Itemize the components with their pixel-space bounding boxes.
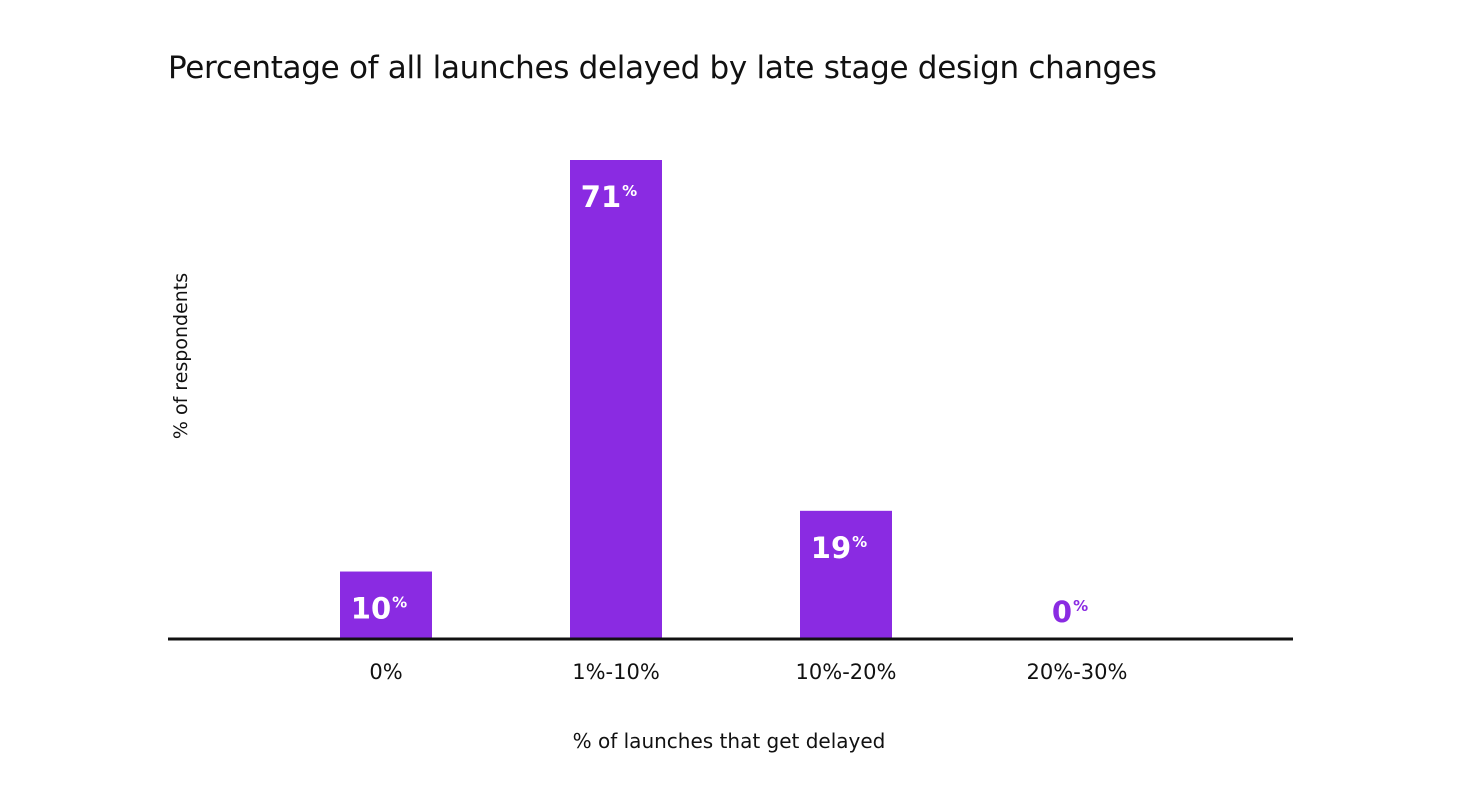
- bar-2: [800, 510, 892, 639]
- chart-title: Percentage of all launches delayed by la…: [168, 50, 1157, 86]
- x-tick-label-1: 1%-10%: [572, 660, 660, 684]
- bar-1: [570, 160, 662, 639]
- data-label-0: 10%: [351, 592, 407, 626]
- x-tick-label-3: 20%-30%: [1027, 660, 1128, 684]
- x-tick-label-0: 0%: [369, 660, 402, 684]
- data-label-2: 19%: [811, 531, 867, 565]
- bar-0: [340, 571, 432, 639]
- x-axis-label: % of launches that get delayed: [572, 729, 886, 753]
- data-label-1: 71%: [581, 180, 637, 214]
- y-axis-label: % of respondents: [170, 272, 192, 440]
- x-tick-label-2: 10%-20%: [796, 660, 897, 684]
- data-label-3: 0%: [1052, 595, 1088, 629]
